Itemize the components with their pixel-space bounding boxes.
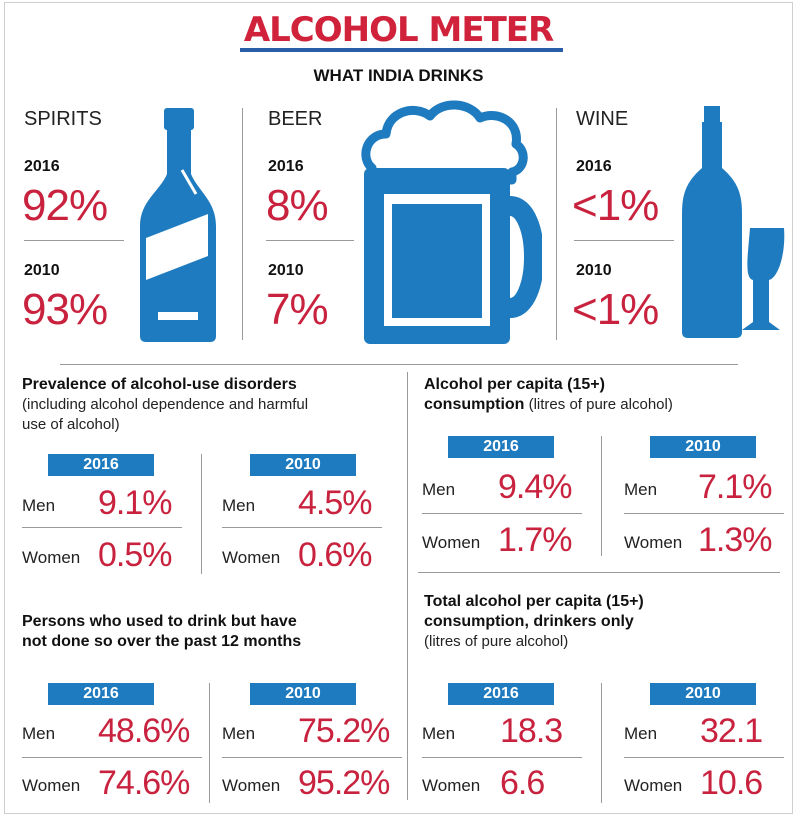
wine-value-2010: <1%: [572, 285, 659, 334]
spirits-label: SPIRITS: [24, 108, 102, 130]
divider: [209, 683, 210, 803]
spirits-year-2016: 2016: [24, 158, 60, 175]
divider: [266, 240, 354, 241]
wine-value-2016: <1%: [572, 181, 659, 230]
beer-label: BEER: [268, 108, 323, 130]
divider: [601, 436, 602, 556]
men-label: Men: [624, 724, 658, 743]
year-badge-2016: 2016: [48, 454, 154, 476]
disorders-subtitle-line1: (including alcohol dependence and harmfu…: [22, 396, 309, 413]
men-label: Men: [422, 724, 456, 743]
per-capita-title-line2: consumption: [424, 396, 525, 413]
per-capita-women-2016: 1.7%: [498, 521, 572, 559]
women-label: Women: [222, 548, 281, 567]
spirits-value-2016: 92%: [22, 181, 108, 230]
men-label: Men: [22, 496, 56, 515]
divider: [222, 757, 402, 758]
spirits-bottle-icon: [138, 106, 218, 344]
beer-mug-icon: [358, 98, 542, 348]
divider: [24, 240, 124, 241]
per-capita-section-title-block: Alcohol per capita (15+) consumption (li…: [424, 375, 784, 415]
wine-year-2016: 2016: [576, 158, 612, 175]
drinkers-only-men-2016: 18.3: [500, 712, 563, 750]
page-subtitle: WHAT INDIA DRINKS: [313, 66, 484, 85]
men-label: Men: [222, 724, 256, 743]
drinkers-only-men-2010: 32.1: [700, 712, 763, 750]
divider: [22, 757, 202, 758]
former-drinkers-women-2010: 95.2%: [298, 764, 390, 802]
disorders-section-title-block: Prevalence of alcohol-use disorders (inc…: [22, 375, 412, 435]
women-label: Women: [22, 548, 81, 567]
center-divider: [407, 372, 408, 800]
year-badge-2016: 2016: [448, 683, 554, 705]
divider: [574, 240, 674, 241]
year-badge-2010: 2010: [650, 436, 756, 458]
beer-value-2010: 7%: [266, 285, 329, 334]
men-label: Men: [624, 480, 658, 499]
divider: [222, 527, 382, 528]
section-divider: [60, 364, 738, 365]
beer-year-2016: 2016: [268, 158, 304, 175]
section-divider: [418, 572, 780, 573]
women-label: Women: [222, 776, 281, 795]
men-label: Men: [222, 496, 256, 515]
year-badge-2010: 2010: [650, 683, 756, 705]
per-capita-subtitle: (litres of pure alcohol): [524, 396, 673, 413]
disorders-title: Prevalence of alcohol-use disorders: [22, 376, 297, 393]
drinkers-only-title-line1: Total alcohol per capita (15+): [424, 593, 644, 610]
former-drinkers-women-2016: 74.6%: [98, 764, 190, 802]
divider: [422, 757, 582, 758]
year-badge-2016: 2016: [48, 683, 154, 705]
divider: [201, 454, 202, 574]
disorders-men-2010: 4.5%: [298, 484, 372, 522]
year-badge-2010: 2010: [250, 454, 356, 476]
beer-value-2016: 8%: [266, 181, 329, 230]
disorders-subtitle-line2: use of alcohol): [22, 416, 120, 433]
divider: [242, 108, 243, 340]
former-drinkers-title-block: Persons who used to drink but have not d…: [22, 612, 412, 652]
year-badge-2010: 2010: [250, 683, 356, 705]
beer-year-2010: 2010: [268, 262, 304, 279]
per-capita-men-2016: 9.4%: [498, 468, 572, 506]
title-underline: [240, 48, 563, 52]
women-label: Women: [624, 776, 683, 795]
infographic-frame: [4, 2, 793, 814]
disorders-women-2016: 0.5%: [98, 536, 172, 574]
drinkers-only-title-block: Total alcohol per capita (15+) consumpti…: [424, 592, 784, 652]
page-title: ALCOHOL METER: [243, 10, 554, 50]
disorders-men-2016: 9.1%: [98, 484, 172, 522]
former-drinkers-men-2016: 48.6%: [98, 712, 190, 750]
drinkers-only-women-2016: 6.6: [500, 764, 545, 802]
divider: [422, 513, 582, 514]
divider: [22, 527, 182, 528]
drinkers-only-subtitle: (litres of pure alcohol): [424, 633, 569, 650]
women-label: Women: [422, 776, 481, 795]
wine-label: WINE: [576, 108, 629, 130]
former-drinkers-title-line2: not done so over the past 12 months: [22, 633, 302, 650]
wine-bottle-glass-icon: [680, 104, 786, 340]
women-label: Women: [624, 533, 683, 552]
drinkers-only-women-2010: 10.6: [700, 764, 763, 802]
divider: [601, 683, 602, 803]
men-label: Men: [22, 724, 56, 743]
divider: [624, 757, 784, 758]
year-badge-2016: 2016: [448, 436, 554, 458]
wine-year-2010: 2010: [576, 262, 612, 279]
spirits-year-2010: 2010: [24, 262, 60, 279]
divider: [556, 108, 557, 340]
divider: [624, 513, 784, 514]
former-drinkers-men-2010: 75.2%: [298, 712, 390, 750]
men-label: Men: [422, 480, 456, 499]
disorders-women-2010: 0.6%: [298, 536, 372, 574]
former-drinkers-title-line1: Persons who used to drink but have: [22, 613, 297, 630]
per-capita-title-line1: Alcohol per capita (15+): [424, 376, 605, 393]
women-label: Women: [22, 776, 81, 795]
spirits-value-2010: 93%: [22, 285, 108, 334]
per-capita-men-2010: 7.1%: [698, 468, 772, 506]
per-capita-women-2010: 1.3%: [698, 521, 772, 559]
drinkers-only-title-line2: consumption, drinkers only: [424, 613, 634, 630]
women-label: Women: [422, 533, 481, 552]
